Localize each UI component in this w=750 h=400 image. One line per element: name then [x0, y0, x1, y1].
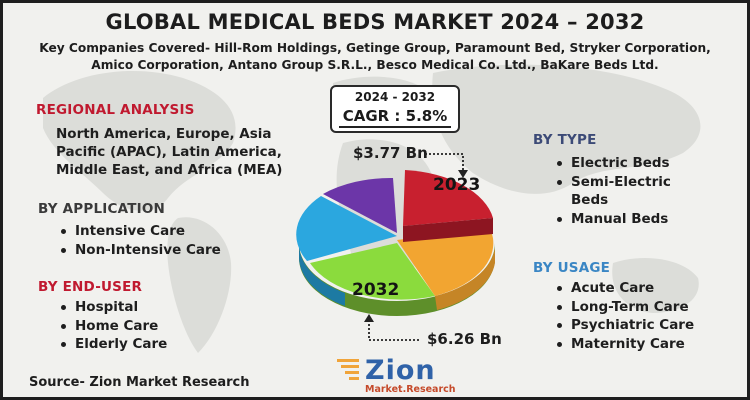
by-usage-list: Acute Care Long-Term Care Psychiatric Ca…	[551, 279, 694, 353]
by-end-user-list: Hospital Home Care Elderly Care	[55, 298, 167, 354]
list-item: Elderly Care	[55, 335, 167, 354]
logo-wordmark: Zion	[365, 355, 436, 386]
regional-analysis-text: North America, Europe, Asia Pacific (APA…	[56, 126, 283, 178]
list-item: Non-Intensive Care	[55, 241, 221, 260]
list-item: Hospital	[55, 298, 167, 317]
list-item: Manual Beds	[551, 210, 701, 229]
by-end-user-heading: BY END-USER	[38, 279, 143, 295]
list-item: Electric Beds	[551, 154, 701, 173]
by-usage-heading: BY USAGE	[533, 260, 611, 276]
pie-slice-purple	[323, 177, 397, 233]
zion-logo-icon	[337, 359, 359, 380]
list-item: Psychiatric Care	[551, 316, 694, 335]
by-type-heading: BY TYPE	[533, 132, 597, 148]
source-note: Source- Zion Market Research	[29, 375, 250, 390]
start-value-label: $3.77 Bn	[353, 144, 428, 162]
list-item: Semi-Electric Beds	[551, 173, 671, 210]
list-item: Long-Term Care	[551, 298, 694, 317]
pie-slice-blue	[296, 196, 397, 261]
start-year-label: 2023	[433, 175, 481, 195]
pie-slice-green	[310, 243, 435, 300]
by-application-heading: BY APPLICATION	[38, 201, 166, 217]
end-value-label: $6.26 Bn	[427, 330, 502, 348]
list-item: Maternity Care	[551, 335, 694, 354]
regional-analysis-heading: REGIONAL ANALYSIS	[36, 102, 195, 118]
logo-subtext: Market.Research	[365, 384, 456, 395]
pie-slice-orange	[397, 228, 494, 296]
start-value-connector	[425, 153, 468, 178]
key-companies-subtitle: Key Companies Covered- Hill-Rom Holdings…	[39, 41, 711, 72]
cagr-box: 2024 - 2032 CAGR : 5.8%	[330, 85, 460, 133]
list-item: Acute Care	[551, 279, 694, 298]
cagr-value: CAGR : 5.8%	[338, 107, 452, 128]
pie-slice-red	[403, 170, 493, 226]
end-year-label: 2032	[352, 280, 400, 300]
list-item: Intensive Care	[55, 222, 221, 241]
end-value-connector	[364, 314, 421, 341]
by-application-list: Intensive Care Non-Intensive Care	[55, 222, 221, 259]
cagr-period: 2024 - 2032	[354, 90, 436, 104]
by-type-list: Electric Beds Semi-Electric Beds Manual …	[551, 154, 701, 228]
page-title: GLOBAL MEDICAL BEDS MARKET 2024 – 2032	[105, 10, 645, 34]
market-pie-chart	[296, 170, 495, 316]
list-item: Home Care	[55, 317, 167, 336]
